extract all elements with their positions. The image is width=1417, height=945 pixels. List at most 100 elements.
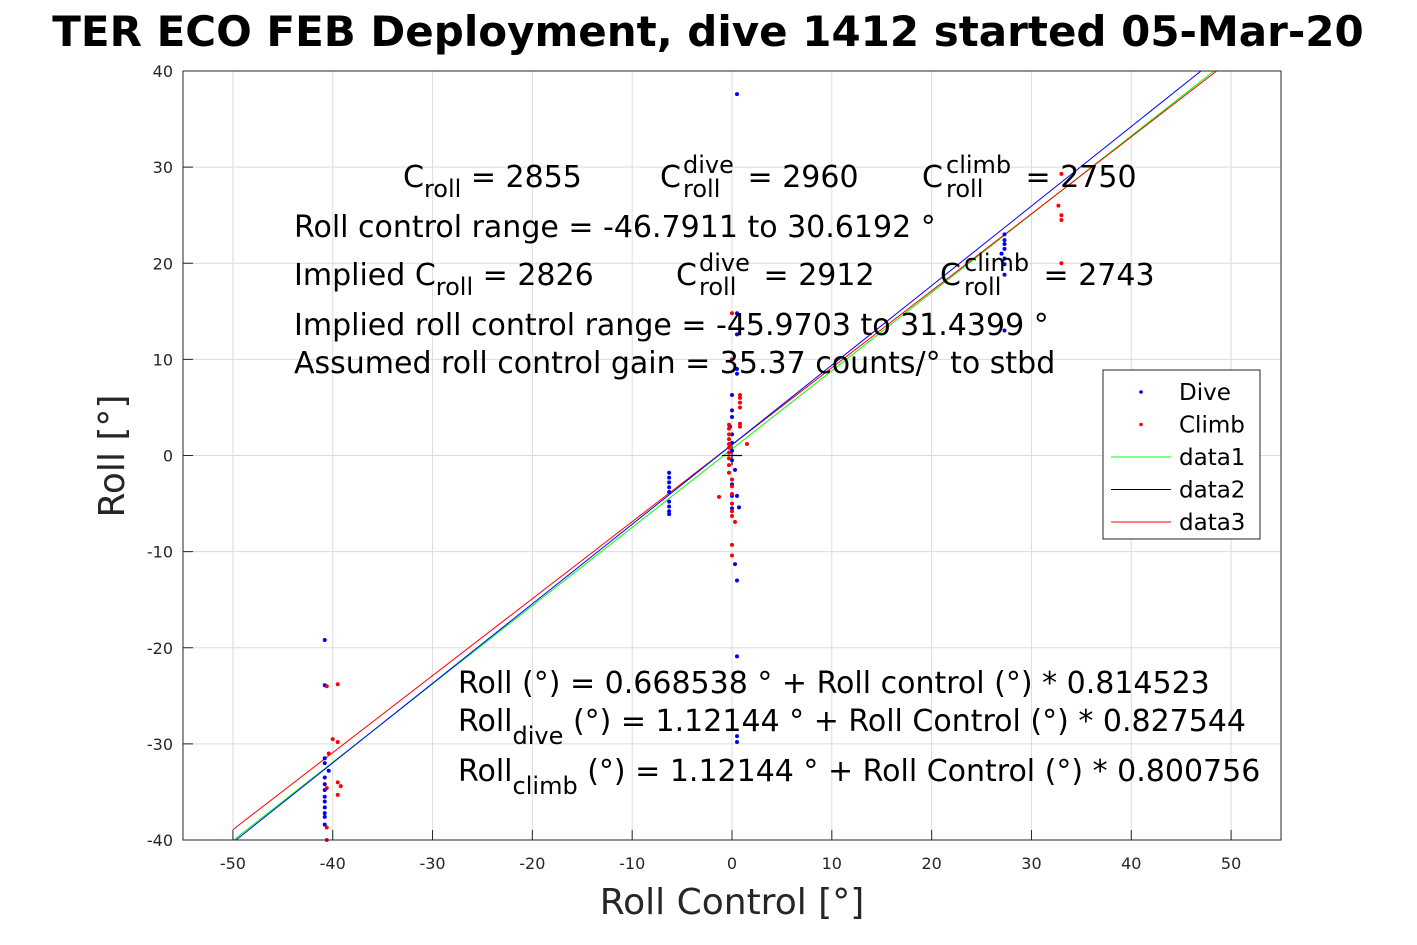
climb-point xyxy=(737,405,742,410)
climb-point xyxy=(737,400,742,405)
dive_fit-fit-line xyxy=(235,70,1202,841)
x-tick-label: -50 xyxy=(220,854,246,873)
climb-point xyxy=(324,684,329,689)
dive-point xyxy=(730,448,734,453)
climb-point xyxy=(335,739,340,744)
climb-point xyxy=(727,470,732,475)
legend-label: data2 xyxy=(1179,478,1245,504)
data2-cross xyxy=(722,445,742,466)
climb-point xyxy=(727,432,732,437)
dive-point xyxy=(1002,272,1007,277)
y-tick-label: 0 xyxy=(163,447,173,466)
climb-point xyxy=(732,519,737,524)
climb-point xyxy=(727,445,732,450)
climb-point xyxy=(1059,261,1064,266)
y-tick-label: 30 xyxy=(153,158,173,177)
dive-point xyxy=(730,506,734,511)
dive-point xyxy=(322,761,327,766)
implied-climb-superscript: climb xyxy=(964,249,1029,277)
dive-point xyxy=(734,734,739,739)
dive-point xyxy=(1002,328,1007,333)
climb-point xyxy=(737,421,742,426)
dive-point xyxy=(322,814,327,819)
dive-point xyxy=(667,509,672,514)
implied-c-dive-text: Cdive roll = 2912 xyxy=(676,249,875,301)
dive-point xyxy=(734,578,739,583)
dive-point xyxy=(730,408,734,413)
y-tick-label: -40 xyxy=(147,831,173,850)
dive-point xyxy=(734,311,739,316)
dive-point xyxy=(322,782,327,787)
dive-point xyxy=(736,505,741,510)
climb-point xyxy=(727,441,732,446)
dive-point xyxy=(322,822,327,827)
dive-point xyxy=(326,768,331,773)
climb-point xyxy=(1059,213,1064,218)
climb-point xyxy=(326,751,331,756)
climb-point xyxy=(727,422,732,427)
climb-point xyxy=(1056,203,1061,208)
dive-point xyxy=(999,251,1004,256)
dive-point xyxy=(734,371,739,376)
dive-point xyxy=(667,470,672,475)
dive-point xyxy=(734,332,739,337)
dive-point xyxy=(667,485,672,490)
climb-point xyxy=(727,437,732,442)
climb-point xyxy=(737,392,742,397)
dive-point xyxy=(734,366,739,371)
climb-point xyxy=(730,553,734,558)
dive-point xyxy=(667,499,672,504)
climb-point xyxy=(717,494,722,499)
roll-control-range: Roll control range = -46.7911 to 30.6192… xyxy=(294,210,936,245)
y-axis-label: Roll [°] xyxy=(92,395,133,518)
climb-point xyxy=(1059,171,1064,176)
dive-point xyxy=(734,739,739,744)
dive-point xyxy=(1002,232,1007,237)
dive-point xyxy=(1002,242,1007,247)
x-tick-label: 40 xyxy=(1121,854,1141,873)
legend: Dive Climb data1 data2 data3 xyxy=(1102,369,1261,540)
climb-point xyxy=(330,737,335,742)
dive-point xyxy=(1002,246,1007,251)
dive-point xyxy=(667,512,672,517)
climb-point xyxy=(1059,217,1064,222)
dive-point xyxy=(734,92,739,97)
dive-point xyxy=(667,490,672,495)
climb-point xyxy=(730,491,734,496)
dive-point xyxy=(1002,238,1007,243)
implied-dive-superscript: dive xyxy=(699,249,750,277)
dive-point xyxy=(322,799,327,804)
c-roll-dive-text: Cdive roll = 2960 xyxy=(660,151,859,203)
dive-point xyxy=(322,638,327,643)
x-tick-label: -20 xyxy=(519,854,545,873)
climb-point xyxy=(727,456,732,461)
x-tick-label: 20 xyxy=(921,854,941,873)
y-tick-label: 10 xyxy=(153,350,173,369)
legend-label: data3 xyxy=(1179,510,1245,536)
climb-point xyxy=(324,825,329,830)
climb-point xyxy=(338,784,343,789)
climb-point xyxy=(727,463,732,468)
dive-point xyxy=(322,775,327,780)
dive-point xyxy=(667,504,672,509)
dive-point xyxy=(732,467,737,472)
dive-superscript: dive xyxy=(683,151,734,179)
climb-point xyxy=(744,441,749,446)
dive-point xyxy=(667,475,672,480)
x-tick-label: -40 xyxy=(320,854,346,873)
legend-marker-dive xyxy=(1139,390,1143,394)
axis-ticks: -50 -40 -30 -20 -10 0 10 20 30 40 50 -40 -30 -20 -10 0 1… xyxy=(147,62,1241,873)
climb-point xyxy=(730,514,734,519)
implied-c-roll-text: Implied Croll = 2826 xyxy=(294,258,594,301)
dive-point xyxy=(734,654,739,659)
climb-superscript: climb xyxy=(946,151,1011,179)
climb-point xyxy=(737,424,742,429)
climb-point xyxy=(730,509,734,514)
climb-point xyxy=(730,477,734,482)
gain-text: Assumed roll control gain = 35.37 counts… xyxy=(294,346,1055,381)
climb-point xyxy=(730,484,734,489)
dive-point xyxy=(322,794,327,799)
dive-point xyxy=(667,480,672,485)
dive-point xyxy=(1002,262,1007,267)
